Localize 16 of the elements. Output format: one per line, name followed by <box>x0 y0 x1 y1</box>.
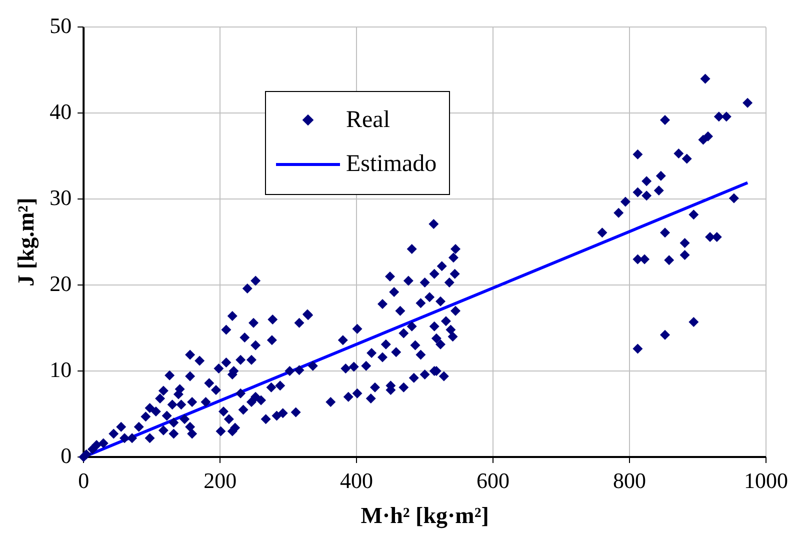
x-tick-label: 200 <box>204 468 237 493</box>
y-tick-label: 20 <box>50 270 72 296</box>
y-axis-title: J [kg.m²] <box>14 198 40 286</box>
x-tick-label: 1000 <box>744 468 788 493</box>
legend-label: Estimado <box>346 150 437 178</box>
x-tick-label: 400 <box>340 468 374 493</box>
x-axis-title: M·h² [kg·m²] <box>360 503 489 530</box>
x-tick-label: 600 <box>476 468 510 493</box>
y-tick-label: 0 <box>60 442 72 468</box>
x-tick-label: 800 <box>613 468 646 493</box>
y-tick-label: 10 <box>50 356 72 382</box>
y-tick-label: 50 <box>50 12 72 38</box>
x-tick-label: 0 <box>78 468 90 493</box>
y-tick-label: 30 <box>50 184 72 210</box>
y-tick-label: 40 <box>50 98 72 124</box>
legend-label: Real <box>346 106 390 134</box>
